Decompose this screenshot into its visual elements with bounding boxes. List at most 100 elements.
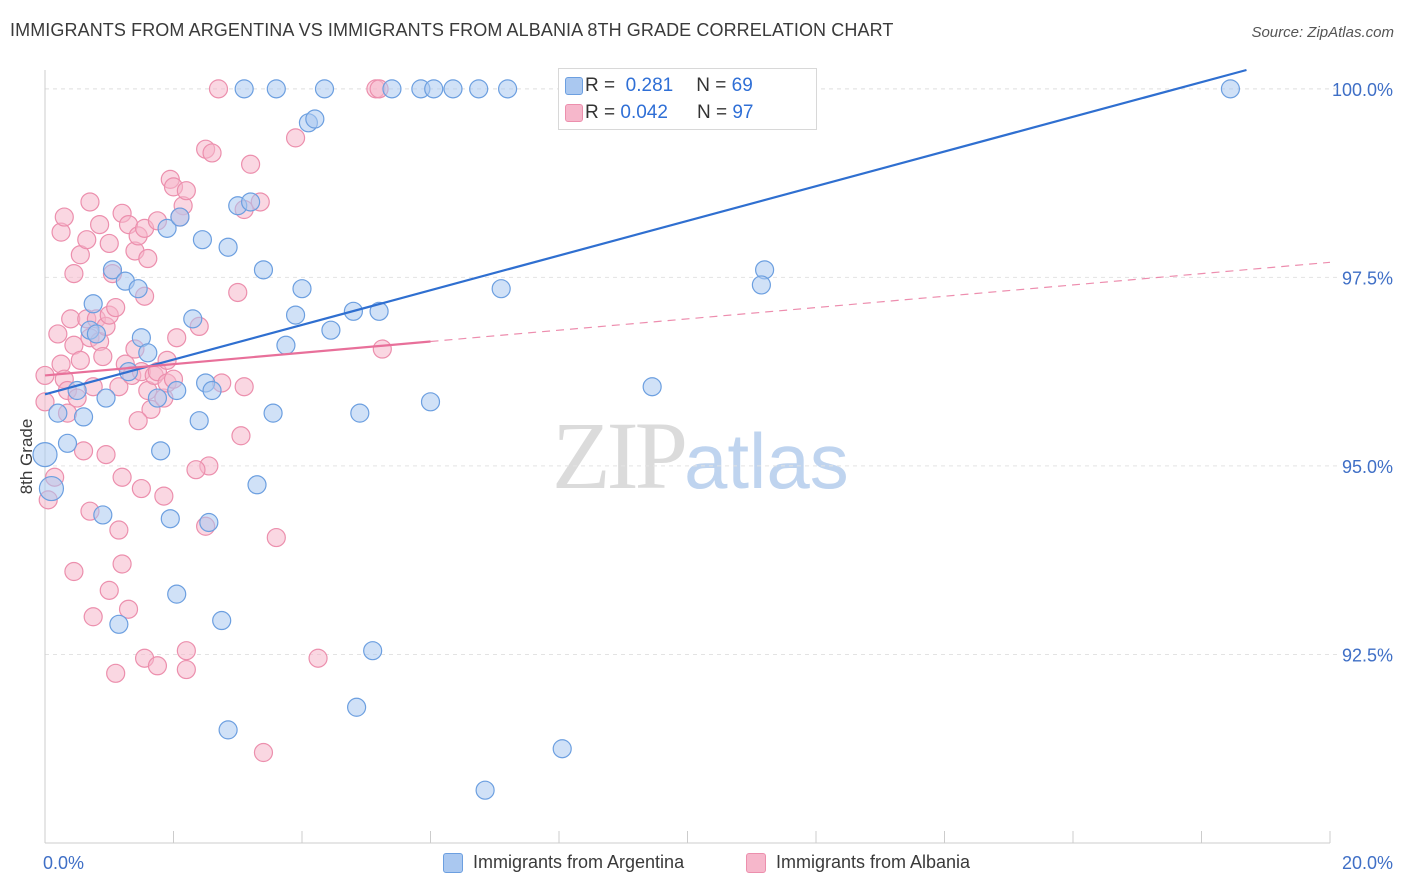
albania-point xyxy=(90,215,110,235)
albania-point xyxy=(228,282,248,303)
legend-label-argentina: Immigrants from Argentina xyxy=(473,852,685,872)
albania-point xyxy=(234,377,254,397)
argentina-point xyxy=(86,324,107,344)
argentina-point xyxy=(1220,79,1241,99)
albania-point xyxy=(167,328,187,348)
n-label: N = xyxy=(696,102,728,123)
albania-point xyxy=(77,230,97,250)
y-tick-label: 92.5% xyxy=(1342,645,1393,665)
argentina-point xyxy=(218,720,238,740)
watermark-atlas: atlas xyxy=(684,417,849,505)
y-tick-label: 95.0% xyxy=(1342,457,1393,477)
albania-point xyxy=(176,641,196,661)
albania-point xyxy=(64,264,84,284)
argentina-point xyxy=(57,433,78,453)
legend-swatch-albania xyxy=(565,104,583,122)
r-label: R = xyxy=(585,75,616,96)
argentina-point xyxy=(212,610,232,631)
argentina-point xyxy=(234,79,254,99)
argentina-point xyxy=(147,388,168,408)
albania-point xyxy=(128,411,148,431)
argentina-point xyxy=(157,218,177,238)
argentina-point xyxy=(189,411,209,431)
y-tick-label: 97.5% xyxy=(1342,268,1393,288)
legend-swatch-albania xyxy=(746,852,766,873)
albania-point xyxy=(202,143,222,163)
legend-label-albania: Immigrants from Albania xyxy=(776,852,971,872)
albania-point xyxy=(308,648,328,668)
argentina-point xyxy=(247,475,267,495)
watermark-zip: ZIP xyxy=(552,402,688,509)
argentina-point xyxy=(420,392,441,412)
argentina-point xyxy=(32,442,58,468)
argentina-point xyxy=(350,403,370,423)
albania-point xyxy=(99,580,119,600)
argentina-point xyxy=(218,237,238,257)
x-tick-label: 0.0% xyxy=(43,853,84,873)
argentina-point xyxy=(263,403,283,423)
argentina-point xyxy=(469,79,489,99)
albania-point xyxy=(80,192,100,212)
series-albania xyxy=(35,79,392,763)
argentina-point xyxy=(83,294,103,314)
albania-point xyxy=(186,460,206,480)
argentina-point xyxy=(128,279,148,299)
series-argentina xyxy=(32,79,1241,800)
argentina-point xyxy=(475,780,495,800)
albania-point xyxy=(61,309,81,329)
albania-point xyxy=(54,207,74,227)
albania-point xyxy=(253,742,274,763)
trend-line-albania-extrapolated xyxy=(430,261,1331,343)
albania-point xyxy=(99,233,119,254)
argentina-point xyxy=(93,505,113,525)
albania-point xyxy=(109,520,129,540)
argentina-point xyxy=(498,79,518,99)
albania-point xyxy=(176,659,196,680)
albania-point xyxy=(64,561,84,582)
albania-point xyxy=(73,441,94,461)
r-value-albania: 0.042 xyxy=(620,102,668,123)
legend-row-albania: R = 0.042 N = 97 xyxy=(565,100,753,126)
albania-point xyxy=(83,607,103,627)
watermark: ZIPatlas xyxy=(552,400,849,511)
argentina-point xyxy=(443,79,463,99)
albania-point xyxy=(176,181,196,201)
argentina-point xyxy=(347,697,367,717)
albania-point xyxy=(118,599,139,619)
albania-point xyxy=(109,377,129,397)
argentina-point xyxy=(363,641,383,661)
argentina-point xyxy=(424,79,444,99)
albania-point xyxy=(138,248,158,269)
argentina-point xyxy=(382,79,402,99)
albania-point xyxy=(372,339,392,359)
albania-point xyxy=(96,445,116,465)
argentina-point xyxy=(167,584,187,604)
albania-point xyxy=(266,527,286,548)
albania-point xyxy=(93,346,113,367)
argentina-point xyxy=(314,79,335,99)
argentina-point xyxy=(192,230,213,250)
argentina-point xyxy=(183,309,203,329)
argentina-point xyxy=(292,279,312,299)
legend-item-albania[interactable]: Immigrants from Albania xyxy=(746,852,970,873)
argentina-point xyxy=(167,380,187,401)
albania-point xyxy=(112,467,132,487)
source-note: Source: ZipAtlas.com xyxy=(1251,24,1394,41)
legend-item-argentina[interactable]: Immigrants from Argentina xyxy=(443,852,684,873)
albania-point xyxy=(70,350,90,370)
argentina-point xyxy=(202,380,222,401)
legend-row-argentina: R = 0.281 N = 69 xyxy=(565,73,753,99)
y-axis-label: 8th Grade xyxy=(17,419,36,495)
albania-point xyxy=(208,79,229,99)
albania-point xyxy=(154,486,174,506)
albania-point xyxy=(48,324,68,344)
r-value-argentina: 0.281 xyxy=(625,75,674,96)
argentina-point xyxy=(160,509,180,529)
n-label: N = xyxy=(696,75,727,96)
argentina-point xyxy=(199,512,219,533)
argentina-point xyxy=(751,275,771,295)
argentina-point xyxy=(138,343,158,363)
trend-line-argentina xyxy=(44,68,1247,396)
argentina-point xyxy=(266,79,286,99)
